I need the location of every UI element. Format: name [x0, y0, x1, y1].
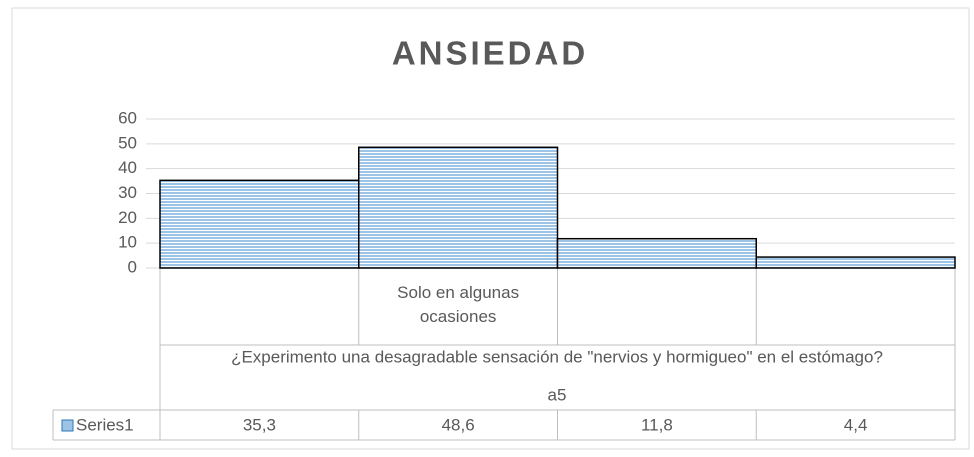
bar: [358, 146, 559, 269]
data-table-value: 48,6: [442, 415, 475, 434]
data-table-value: 35,3: [243, 415, 276, 434]
chart-title: ANSIEDAD: [392, 35, 588, 72]
category-group: a5: [548, 385, 567, 404]
x-axis-title: ¿Experimento una desagradable sensación …: [231, 347, 883, 366]
legend-swatch: [61, 419, 74, 432]
y-tick-label: 20: [118, 208, 137, 227]
y-tick-label: 50: [118, 133, 137, 152]
data-table-value: 11,8: [641, 415, 673, 434]
y-tick-label: 10: [118, 233, 137, 252]
bar: [159, 179, 360, 269]
y-tick-label: 30: [118, 183, 137, 202]
y-tick-label: 40: [118, 158, 137, 177]
y-tick-label: 0: [128, 257, 137, 276]
x-tick-label: Solo en algunas ocasiones: [397, 283, 519, 326]
bar: [556, 237, 757, 269]
legend-label: Series1: [76, 415, 134, 434]
data-table-value: 4,4: [844, 415, 868, 434]
y-tick-label: 60: [118, 108, 137, 127]
bar: [755, 256, 956, 269]
